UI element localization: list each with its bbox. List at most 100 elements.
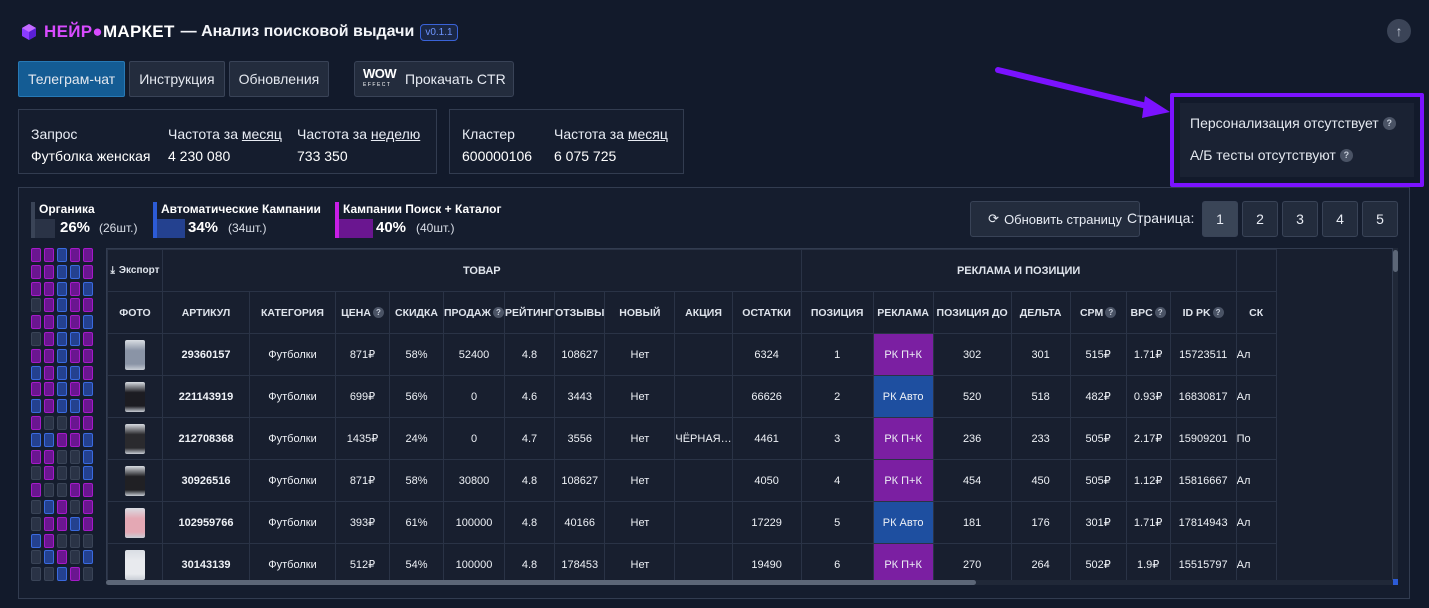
help-icon[interactable]: ? xyxy=(1339,148,1353,162)
heatmap-cell[interactable] xyxy=(70,298,80,313)
page-5-button[interactable]: 5 xyxy=(1362,201,1398,237)
arrow-up-icon[interactable]: ↑ xyxy=(1387,19,1411,43)
tab-updates[interactable]: Обновления xyxy=(228,61,330,97)
product-photo[interactable] xyxy=(107,417,163,460)
column-header[interactable]: ОСТАТКИ xyxy=(731,291,802,334)
heatmap-cell[interactable] xyxy=(83,416,93,430)
table-row[interactable]: 30143139 Футболки 512₽ 54% 100000 4.8 178453 Не… xyxy=(107,543,1277,584)
heatmap-cell[interactable] xyxy=(31,281,41,296)
heatmap-cell[interactable] xyxy=(44,365,54,380)
heatmap-cell[interactable] xyxy=(31,416,41,430)
heatmap-cell[interactable] xyxy=(57,365,67,380)
heatmap-cell[interactable] xyxy=(83,567,93,582)
heatmap-cell[interactable] xyxy=(31,550,41,565)
heatmap-cell[interactable] xyxy=(44,432,54,447)
product-photo[interactable] xyxy=(107,375,163,418)
heatmap-cell[interactable] xyxy=(83,533,93,548)
help-icon[interactable]: ? xyxy=(493,307,504,319)
heatmap-cell[interactable] xyxy=(57,416,67,430)
heatmap-cell[interactable] xyxy=(31,466,41,481)
heatmap-cell[interactable] xyxy=(83,298,93,313)
boost-ctr-button[interactable]: WOW EFFECT Прокачать CTR xyxy=(354,61,514,97)
heatmap-cell[interactable] xyxy=(44,483,54,498)
heatmap-cell[interactable] xyxy=(31,399,41,414)
heatmap-cell[interactable] xyxy=(44,281,54,296)
column-header[interactable]: BPC? xyxy=(1125,291,1171,334)
heatmap-cell[interactable] xyxy=(70,248,80,262)
heatmap-cell[interactable] xyxy=(57,248,67,262)
heatmap-cell[interactable] xyxy=(57,298,67,313)
heatmap-cell[interactable] xyxy=(31,298,41,313)
heatmap-cell[interactable] xyxy=(44,382,54,397)
page-4-button[interactable]: 4 xyxy=(1322,201,1358,237)
product-photo[interactable] xyxy=(107,459,163,502)
heatmap-cell[interactable] xyxy=(44,315,54,330)
column-header[interactable]: КАТЕГОРИЯ xyxy=(249,291,336,334)
heatmap-cell[interactable] xyxy=(57,315,67,330)
heatmap-cell[interactable] xyxy=(70,332,80,346)
heatmap-cell[interactable] xyxy=(57,533,67,548)
heatmap-cell[interactable] xyxy=(57,264,67,279)
column-header[interactable]: ID PK? xyxy=(1169,291,1237,334)
heatmap-cell[interactable] xyxy=(83,449,93,464)
heatmap-cell[interactable] xyxy=(31,516,41,531)
heatmap-cell[interactable] xyxy=(70,315,80,330)
horizontal-scrollbar[interactable] xyxy=(106,580,1393,585)
column-header[interactable]: РЕЙТИНГ xyxy=(503,291,556,334)
heatmap-cell[interactable] xyxy=(83,315,93,330)
heatmap-cell[interactable] xyxy=(31,315,41,330)
heatmap-cell[interactable] xyxy=(44,348,54,363)
column-header[interactable]: СКИДКА xyxy=(389,291,444,334)
page-1-button[interactable]: 1 xyxy=(1202,201,1238,237)
column-header[interactable]: ПРОДАЖ? xyxy=(443,291,505,334)
heatmap-cell[interactable] xyxy=(31,533,41,548)
heatmap-cell[interactable] xyxy=(31,332,41,346)
page-2-button[interactable]: 2 xyxy=(1242,201,1278,237)
heatmap-cell[interactable] xyxy=(83,550,93,565)
heatmap-cell[interactable] xyxy=(57,382,67,397)
heatmap-cell[interactable] xyxy=(70,567,80,582)
heatmap-cell[interactable] xyxy=(70,550,80,565)
heatmap-cell[interactable] xyxy=(70,449,80,464)
heatmap-cell[interactable] xyxy=(70,533,80,548)
column-header[interactable]: ДЕЛЬТА xyxy=(1010,291,1071,334)
tab-instructions[interactable]: Инструкция xyxy=(129,61,225,97)
column-header[interactable]: НОВЫЙ xyxy=(604,291,676,334)
heatmap-cell[interactable] xyxy=(70,483,80,498)
cell-art[interactable]: 30143139 xyxy=(162,543,250,584)
heatmap-cell[interactable] xyxy=(57,483,67,498)
heatmap-cell[interactable] xyxy=(83,382,93,397)
cell-art[interactable]: 221143919 xyxy=(162,375,250,418)
heatmap-cell[interactable] xyxy=(31,449,41,464)
heatmap-cell[interactable] xyxy=(83,281,93,296)
heatmap-cell[interactable] xyxy=(57,500,67,514)
export-button[interactable]: ⤓ Экспорт xyxy=(107,249,163,292)
refresh-page-button[interactable]: ⟳ Обновить страницу xyxy=(970,201,1140,237)
column-header[interactable]: ОТЗЫВЫ xyxy=(554,291,606,334)
cluster-freq-link[interactable]: месяц xyxy=(627,126,668,142)
cell-id[interactable]: 15723511 xyxy=(1169,333,1237,376)
heatmap-cell[interactable] xyxy=(57,399,67,414)
cell-id[interactable]: 15816667 xyxy=(1169,459,1237,502)
cell-art[interactable]: 30926516 xyxy=(162,459,250,502)
table-row[interactable]: 221143919 Футболки 699₽ 56% 0 4.6 3443 Нет 66626… xyxy=(107,375,1277,418)
heatmap-cell[interactable] xyxy=(31,348,41,363)
heatmap-cell[interactable] xyxy=(83,500,93,514)
column-header[interactable]: ПОЗИЦИЯ ДО xyxy=(932,291,1012,334)
heatmap-cell[interactable] xyxy=(57,567,67,582)
product-photo[interactable] xyxy=(107,333,163,376)
heatmap-cell[interactable] xyxy=(57,516,67,531)
heatmap-cell[interactable] xyxy=(31,248,41,262)
column-header[interactable]: АКЦИЯ xyxy=(674,291,733,334)
page-3-button[interactable]: 3 xyxy=(1282,201,1318,237)
help-icon[interactable]: ? xyxy=(1382,116,1396,130)
heatmap-cell[interactable] xyxy=(83,248,93,262)
heatmap-cell[interactable] xyxy=(57,348,67,363)
cell-id[interactable]: 17814943 xyxy=(1169,501,1237,544)
heatmap-cell[interactable] xyxy=(31,483,41,498)
heatmap-cell[interactable] xyxy=(44,533,54,548)
heatmap-cell[interactable] xyxy=(70,348,80,363)
heatmap-cell[interactable] xyxy=(57,432,67,447)
cell-id[interactable]: 16830817 xyxy=(1169,375,1237,418)
heatmap-cell[interactable] xyxy=(44,416,54,430)
